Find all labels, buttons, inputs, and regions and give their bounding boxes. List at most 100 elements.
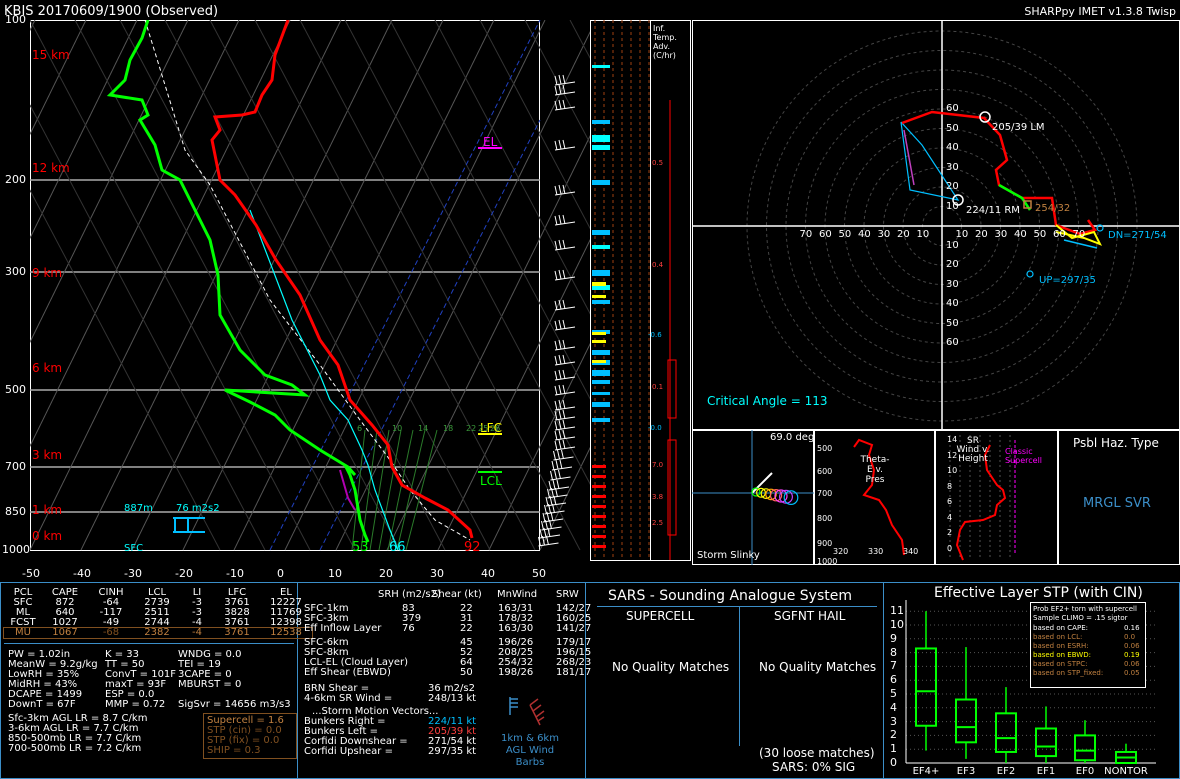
- index-col1: PW = 1.02in: [8, 649, 71, 660]
- wind-barb: [554, 384, 576, 396]
- brn-shear-label: BRN Shear =: [304, 683, 370, 694]
- stp-category-label: EF2: [997, 766, 1015, 777]
- motion-label: Bunkers Left =: [304, 726, 378, 737]
- kin-cell: 45: [460, 637, 473, 648]
- kin-cell: 163/30: [498, 623, 534, 634]
- lapse-rate: 700-500mb LR = 7.2 C/km: [8, 743, 142, 754]
- sr-wind-title: SR Wind v. Height: [956, 436, 990, 464]
- slinky-ring: [783, 490, 799, 505]
- hodo-ring-label-bottom: 50: [946, 317, 959, 329]
- index-col1: LowRH = 35%: [8, 669, 80, 680]
- pressure-tick: 500: [5, 383, 26, 396]
- pressure-tick: 850: [5, 505, 26, 518]
- stp-ytick: 11: [890, 604, 904, 618]
- adv-label: 0.1: [652, 383, 664, 391]
- motion-value: 224/11 kt: [428, 716, 477, 727]
- sfc-temp-label: 92: [464, 540, 481, 555]
- height-label: 3 km: [32, 448, 63, 462]
- storm-slinky-panel: [692, 430, 814, 565]
- kinematic-panel: [298, 582, 586, 779]
- kin-header: SRH (m2/s2): [378, 589, 441, 600]
- lapse-rate: 850-500mb LR = 7.7 C/km: [8, 733, 142, 744]
- wind-barb: [554, 269, 576, 281]
- hodo-x-label: 10: [955, 229, 969, 240]
- theta-e-ytick: 1000: [817, 557, 838, 566]
- mixing-ratio-line: [387, 429, 414, 551]
- wind-barbs: [538, 74, 576, 547]
- height-label: 0 km: [32, 529, 63, 543]
- dry-adiabat: [30, 20, 311, 551]
- index-col2: ESP = 0.0: [105, 689, 155, 700]
- sr-wind-value: 248/13 kt: [428, 693, 477, 704]
- skewt-grid: [30, 20, 590, 551]
- isotherm: [30, 20, 138, 240]
- temperature-trace: [210, 20, 474, 539]
- adv-wetbulb-mark: [592, 120, 610, 124]
- isotherm: [539, 446, 590, 551]
- theta-e-trace: [853, 438, 905, 556]
- composite-box: [203, 713, 297, 759]
- wind-barb: [554, 84, 576, 96]
- kin-cell: 181/17: [556, 667, 592, 678]
- hodo-trace-yellow: [1055, 224, 1103, 246]
- mixing-ratio-label: 25: [478, 424, 489, 433]
- stp-ytick: 9: [890, 631, 897, 645]
- upshear-marker: [1026, 270, 1034, 278]
- critical-angle: Critical Angle = 113: [707, 394, 828, 408]
- adv-lfc-mark: [592, 295, 606, 298]
- adv-label: 0.5: [652, 159, 664, 167]
- stp-ytick: 7: [890, 659, 897, 673]
- inferred-temp-adv-panel: [590, 20, 691, 561]
- index-col3: SigSvr = 14656 m3/s3: [178, 699, 291, 710]
- wind-barb: [554, 369, 576, 381]
- stp-legend-value: 0.06: [1124, 642, 1140, 650]
- parcel-cell: 2382: [144, 627, 170, 638]
- kin-cell: 160/25: [556, 613, 592, 624]
- temperature-tick: -50: [22, 567, 40, 580]
- temperature-tick: 30: [430, 567, 444, 580]
- parcel-cell: -3: [192, 597, 202, 608]
- dry-adiabat: [119, 20, 401, 551]
- hodo-x-label: 30: [994, 229, 1008, 240]
- isotherm-0: [269, 20, 541, 551]
- parcel-header: CINH: [98, 587, 124, 598]
- composite-index: SHIP = 0.3: [207, 745, 261, 756]
- down-label: DN=271/54: [1108, 230, 1167, 241]
- dewpoint-trace: [106, 20, 370, 543]
- version-label: SHARPpy IMET v1.3.8 Twisp: [1024, 5, 1176, 18]
- adv-red-mark: [592, 495, 606, 498]
- temperature-tick: 10: [328, 567, 342, 580]
- adv-title: Inf. Temp. Adv. (C/hr): [653, 24, 677, 60]
- parcel-cell: -64: [102, 597, 120, 608]
- wind-barb: [541, 519, 562, 531]
- hodo-x-label: 20: [975, 229, 988, 240]
- parcel-cell: 3761: [224, 627, 250, 638]
- kin-header: SRW: [556, 589, 579, 600]
- adv-lfc-mark: [592, 282, 606, 286]
- agl-wind-barbs: [509, 697, 545, 726]
- wind-barb: [538, 535, 559, 547]
- kin-header: Shear (kt): [432, 589, 482, 600]
- temperature-tick: -40: [73, 567, 91, 580]
- stp-legend-label: based on EBWD:: [1033, 651, 1091, 659]
- wind-barb: [554, 339, 576, 351]
- theta-e-xtick: 330: [868, 547, 884, 556]
- sars-title: SARS - Sounding Analogue System: [608, 588, 852, 604]
- theta-e-xtick: 320: [833, 547, 849, 556]
- theta-e-panel: [814, 430, 935, 565]
- hodo-x-label: 30: [877, 229, 891, 240]
- rm-label: 224/11 RM: [966, 205, 1020, 216]
- adv-label: -0.6: [648, 331, 662, 339]
- mixing-ratio-line: [378, 429, 402, 551]
- index-col3: TEI = 19: [178, 659, 221, 670]
- srw-ytick: 12: [947, 450, 958, 460]
- parcel-header: PCL: [13, 587, 33, 598]
- lfc-label: LFC: [480, 421, 502, 435]
- kin-cell: SFC-3km: [304, 613, 349, 624]
- storm-slinky: [692, 430, 814, 565]
- lm-label: 205/39 LM: [992, 122, 1045, 133]
- index-col3: 3CAPE = 0: [178, 669, 232, 680]
- parcel-row: MU 1067 -68 2382 -4 3761 12538: [3, 627, 313, 639]
- sars-supercell-result: No Quality Matches: [612, 660, 730, 674]
- adv-label: 7.0: [652, 461, 664, 469]
